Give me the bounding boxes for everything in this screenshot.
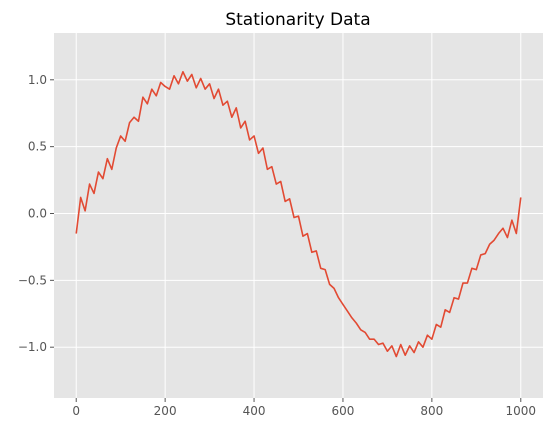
y-tick-label: −0.5 [18, 273, 47, 287]
x-tick-label: 200 [154, 404, 177, 418]
y-tick-label: −1.0 [18, 340, 47, 354]
y-axis-ticks: −1.0 −0.5 0.0 0.5 1.0 [18, 73, 54, 354]
grid-lines [54, 33, 543, 398]
series-line-0 [75, 70, 522, 358]
y-tick-label: 0.5 [28, 140, 47, 154]
x-tick-label: 600 [332, 404, 355, 418]
x-tick-label: 1000 [505, 404, 536, 418]
series-layer [75, 70, 522, 358]
x-axis-ticks: 0 200 400 600 800 1000 [72, 398, 536, 418]
y-tick-label: 1.0 [28, 73, 47, 87]
x-tick-label: 800 [420, 404, 443, 418]
x-tick-label: 0 [72, 404, 80, 418]
x-tick-label: 400 [243, 404, 266, 418]
y-tick-label: 0.0 [28, 206, 47, 220]
chart-title: Stationarity Data [225, 10, 370, 30]
